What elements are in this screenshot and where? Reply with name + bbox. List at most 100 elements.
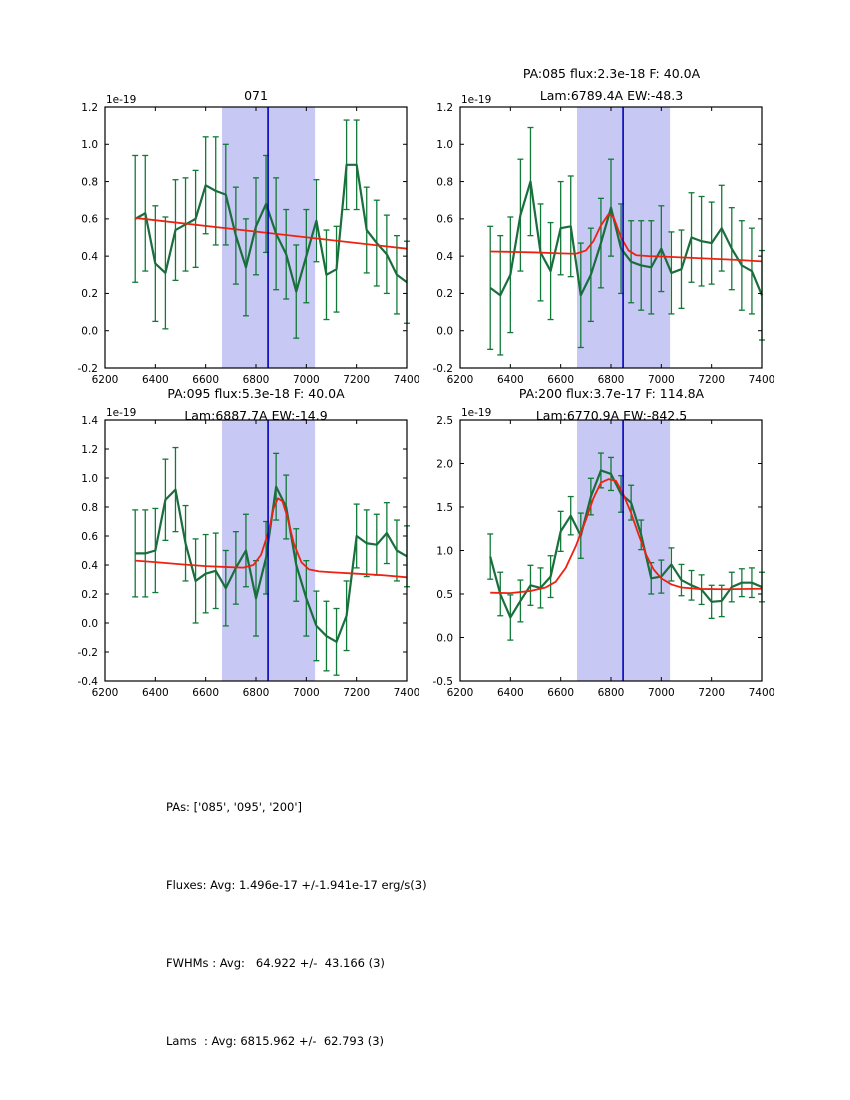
x-tick-label: 7400 xyxy=(749,687,774,699)
subplot-3-title-line-1: PA:095 flux:5.3e-18 F: 40.0A xyxy=(167,386,345,401)
summary-line-fluxes: Fluxes: Avg: 1.496e-17 +/-1.941e-17 erg/… xyxy=(166,878,427,892)
x-tick-label: 6800 xyxy=(243,687,270,699)
axis-offset-label: 1e-19 xyxy=(461,94,491,106)
axis-ticks xyxy=(104,419,408,682)
subplot-4-spectrum-plot: 6200 6400 6600 6800 7000 7200 7400 -0.5 0.0 0.5 1.… xyxy=(398,406,776,715)
summary-text-block: PAs: ['085', '095', '200'] Fluxes: Avg: … xyxy=(166,742,427,1100)
x-tick-label: 7200 xyxy=(343,374,370,386)
y-tick-label: 0.5 xyxy=(436,589,453,601)
y-tick-label: 0.6 xyxy=(436,214,453,226)
y-tick-label: -0.5 xyxy=(433,676,454,688)
x-tick-label: 7200 xyxy=(343,687,370,699)
y-tick-label: 0.2 xyxy=(436,288,453,300)
x-tick-label: 6400 xyxy=(142,687,169,699)
tick-labels: 6200 6400 6600 6800 7000 7200 7400 -0.2 0.0 0.2 0.… xyxy=(78,102,421,386)
axis-ticks xyxy=(459,106,763,369)
x-tick-label: 7000 xyxy=(648,687,675,699)
y-tick-label: 0.0 xyxy=(436,326,453,338)
x-tick-label: 6400 xyxy=(497,687,524,699)
tick-labels: 6200 6400 6600 6800 7000 7200 7400 -0.4 -0.2 0.0 0… xyxy=(78,415,421,699)
spectrum-line xyxy=(134,163,408,293)
chart-svg: 6200 6400 6600 6800 7000 7200 7400 -0.5 0.0 0.5 1.… xyxy=(433,407,776,699)
x-tick-label: 7000 xyxy=(648,374,675,386)
x-tick-label: 6800 xyxy=(598,374,625,386)
summary-line-fwhms: FWHMs : Avg: 64.922 +/- 43.166 (3) xyxy=(166,956,385,970)
x-tick-label: 7200 xyxy=(698,687,725,699)
y-tick-label: 0.6 xyxy=(81,531,98,543)
subplot-2-title: PA:085 flux:2.3e-18 F: 40.0A Lam:6789.4A… xyxy=(460,63,763,106)
fit-line xyxy=(135,217,408,250)
x-tick-label: 6400 xyxy=(497,374,524,386)
y-tick-label: 1.0 xyxy=(436,545,453,557)
y-tick-label: 2.5 xyxy=(436,415,453,427)
y-tick-label: -0.2 xyxy=(433,363,454,375)
y-tick-label: 1.0 xyxy=(81,473,98,485)
x-tick-label: 6600 xyxy=(192,687,219,699)
x-tick-label: 6200 xyxy=(447,374,474,386)
y-tick-label: 1.2 xyxy=(81,102,98,114)
tick-labels: 6200 6400 6600 6800 7000 7200 7400 -0.2 0.0 0.2 0.… xyxy=(433,102,776,386)
spectrum-line xyxy=(489,180,764,297)
axis-offset-label: 1e-19 xyxy=(106,94,136,106)
x-tick-label: 6600 xyxy=(192,374,219,386)
x-tick-label: 7000 xyxy=(293,374,320,386)
x-tick-label: 6200 xyxy=(92,687,119,699)
x-tick-label: 6400 xyxy=(142,374,169,386)
subplot-2-title-line-1: PA:085 flux:2.3e-18 F: 40.0A xyxy=(522,66,701,81)
fit-line xyxy=(490,478,763,595)
y-tick-label: -0.2 xyxy=(78,363,99,375)
y-tick-label: 0.4 xyxy=(81,251,98,263)
subplot-4-title-line-2: Lam:6770.9A EW:-842.5 xyxy=(535,407,688,423)
tick-labels: 6200 6400 6600 6800 7000 7200 7400 -0.5 0.0 0.5 1.… xyxy=(433,415,776,699)
chart-svg: 6200 6400 6600 6800 7000 7200 7400 -0.2 0.0 0.2 0.… xyxy=(78,94,421,386)
y-tick-label: 0.0 xyxy=(436,632,453,644)
chart-svg: 6200 6400 6600 6800 7000 7200 7400 -0.2 0.0 0.2 0.… xyxy=(433,94,776,386)
x-tick-label: 6200 xyxy=(447,687,474,699)
axis-offset-label: 1e-19 xyxy=(106,407,136,419)
y-tick-label: 0.6 xyxy=(81,214,98,226)
y-tick-label: 0.0 xyxy=(81,618,98,630)
axis-ticks xyxy=(459,419,763,682)
x-tick-label: 7000 xyxy=(293,687,320,699)
y-tick-label: 1.0 xyxy=(81,139,98,151)
x-tick-label: 6600 xyxy=(547,687,574,699)
summary-line-pas: PAs: ['085', '095', '200'] xyxy=(166,800,303,814)
y-tick-label: 1.5 xyxy=(436,502,453,514)
y-tick-label: 1.2 xyxy=(436,102,453,114)
y-tick-label: 1.0 xyxy=(436,139,453,151)
subplot-1-title: 071 xyxy=(105,85,407,107)
axis-offset-label: 1e-19 xyxy=(461,407,491,419)
y-tick-label: 0.0 xyxy=(81,326,98,338)
subplot-3-title-line-2: Lam:6887.7A EW:-14.9 xyxy=(184,407,328,423)
y-tick-label: 2.0 xyxy=(436,458,453,470)
spectrum-line xyxy=(489,469,763,619)
chart-svg: 6200 6400 6600 6800 7000 7200 7400 -0.4 -0.2 0.0 0… xyxy=(78,407,421,699)
y-tick-label: -0.4 xyxy=(78,676,99,688)
subplot-3-spectrum-plot: 6200 6400 6600 6800 7000 7200 7400 -0.4 -0.2 0.0 0… xyxy=(43,406,421,715)
axis-ticks xyxy=(104,106,408,369)
subplot-2-spectrum-plot: 6200 6400 6600 6800 7000 7200 7400 -0.2 0.0 0.2 0.… xyxy=(398,93,776,402)
y-tick-label: 0.4 xyxy=(436,251,453,263)
summary-line-lams: Lams : Avg: 6815.962 +/- 62.793 (3) xyxy=(166,1034,385,1048)
x-tick-label: 7200 xyxy=(698,374,725,386)
subplot-1-title-line-1: 071 xyxy=(244,88,268,103)
x-tick-label: 7400 xyxy=(749,374,774,386)
x-tick-label: 6800 xyxy=(243,374,270,386)
y-tick-label: 1.4 xyxy=(81,415,98,427)
fit-line xyxy=(490,213,763,263)
y-tick-label: 0.8 xyxy=(81,502,98,514)
subplot-3-title: PA:095 flux:5.3e-18 F: 40.0A Lam:6887.7A… xyxy=(105,383,407,426)
y-tick-label: -0.2 xyxy=(78,647,99,659)
subplot-4-title: PA:200 flux:3.7e-17 F: 114.8A Lam:6770.9… xyxy=(460,383,763,426)
x-tick-label: 7400 xyxy=(394,374,419,386)
subplot-1-spectrum-plot: 6200 6400 6600 6800 7000 7200 7400 -0.2 0.0 0.2 0.… xyxy=(43,93,421,402)
y-tick-label: 0.2 xyxy=(81,288,98,300)
x-tick-label: 7400 xyxy=(394,687,419,699)
subplot-2-title-line-2: Lam:6789.4A EW:-48.3 xyxy=(539,87,684,103)
y-tick-label: 0.8 xyxy=(436,176,453,188)
subplot-4-title-line-1: PA:200 flux:3.7e-17 F: 114.8A xyxy=(518,386,705,401)
fit-line xyxy=(135,497,408,579)
x-tick-label: 6200 xyxy=(92,374,119,386)
y-tick-label: 0.2 xyxy=(81,589,98,601)
